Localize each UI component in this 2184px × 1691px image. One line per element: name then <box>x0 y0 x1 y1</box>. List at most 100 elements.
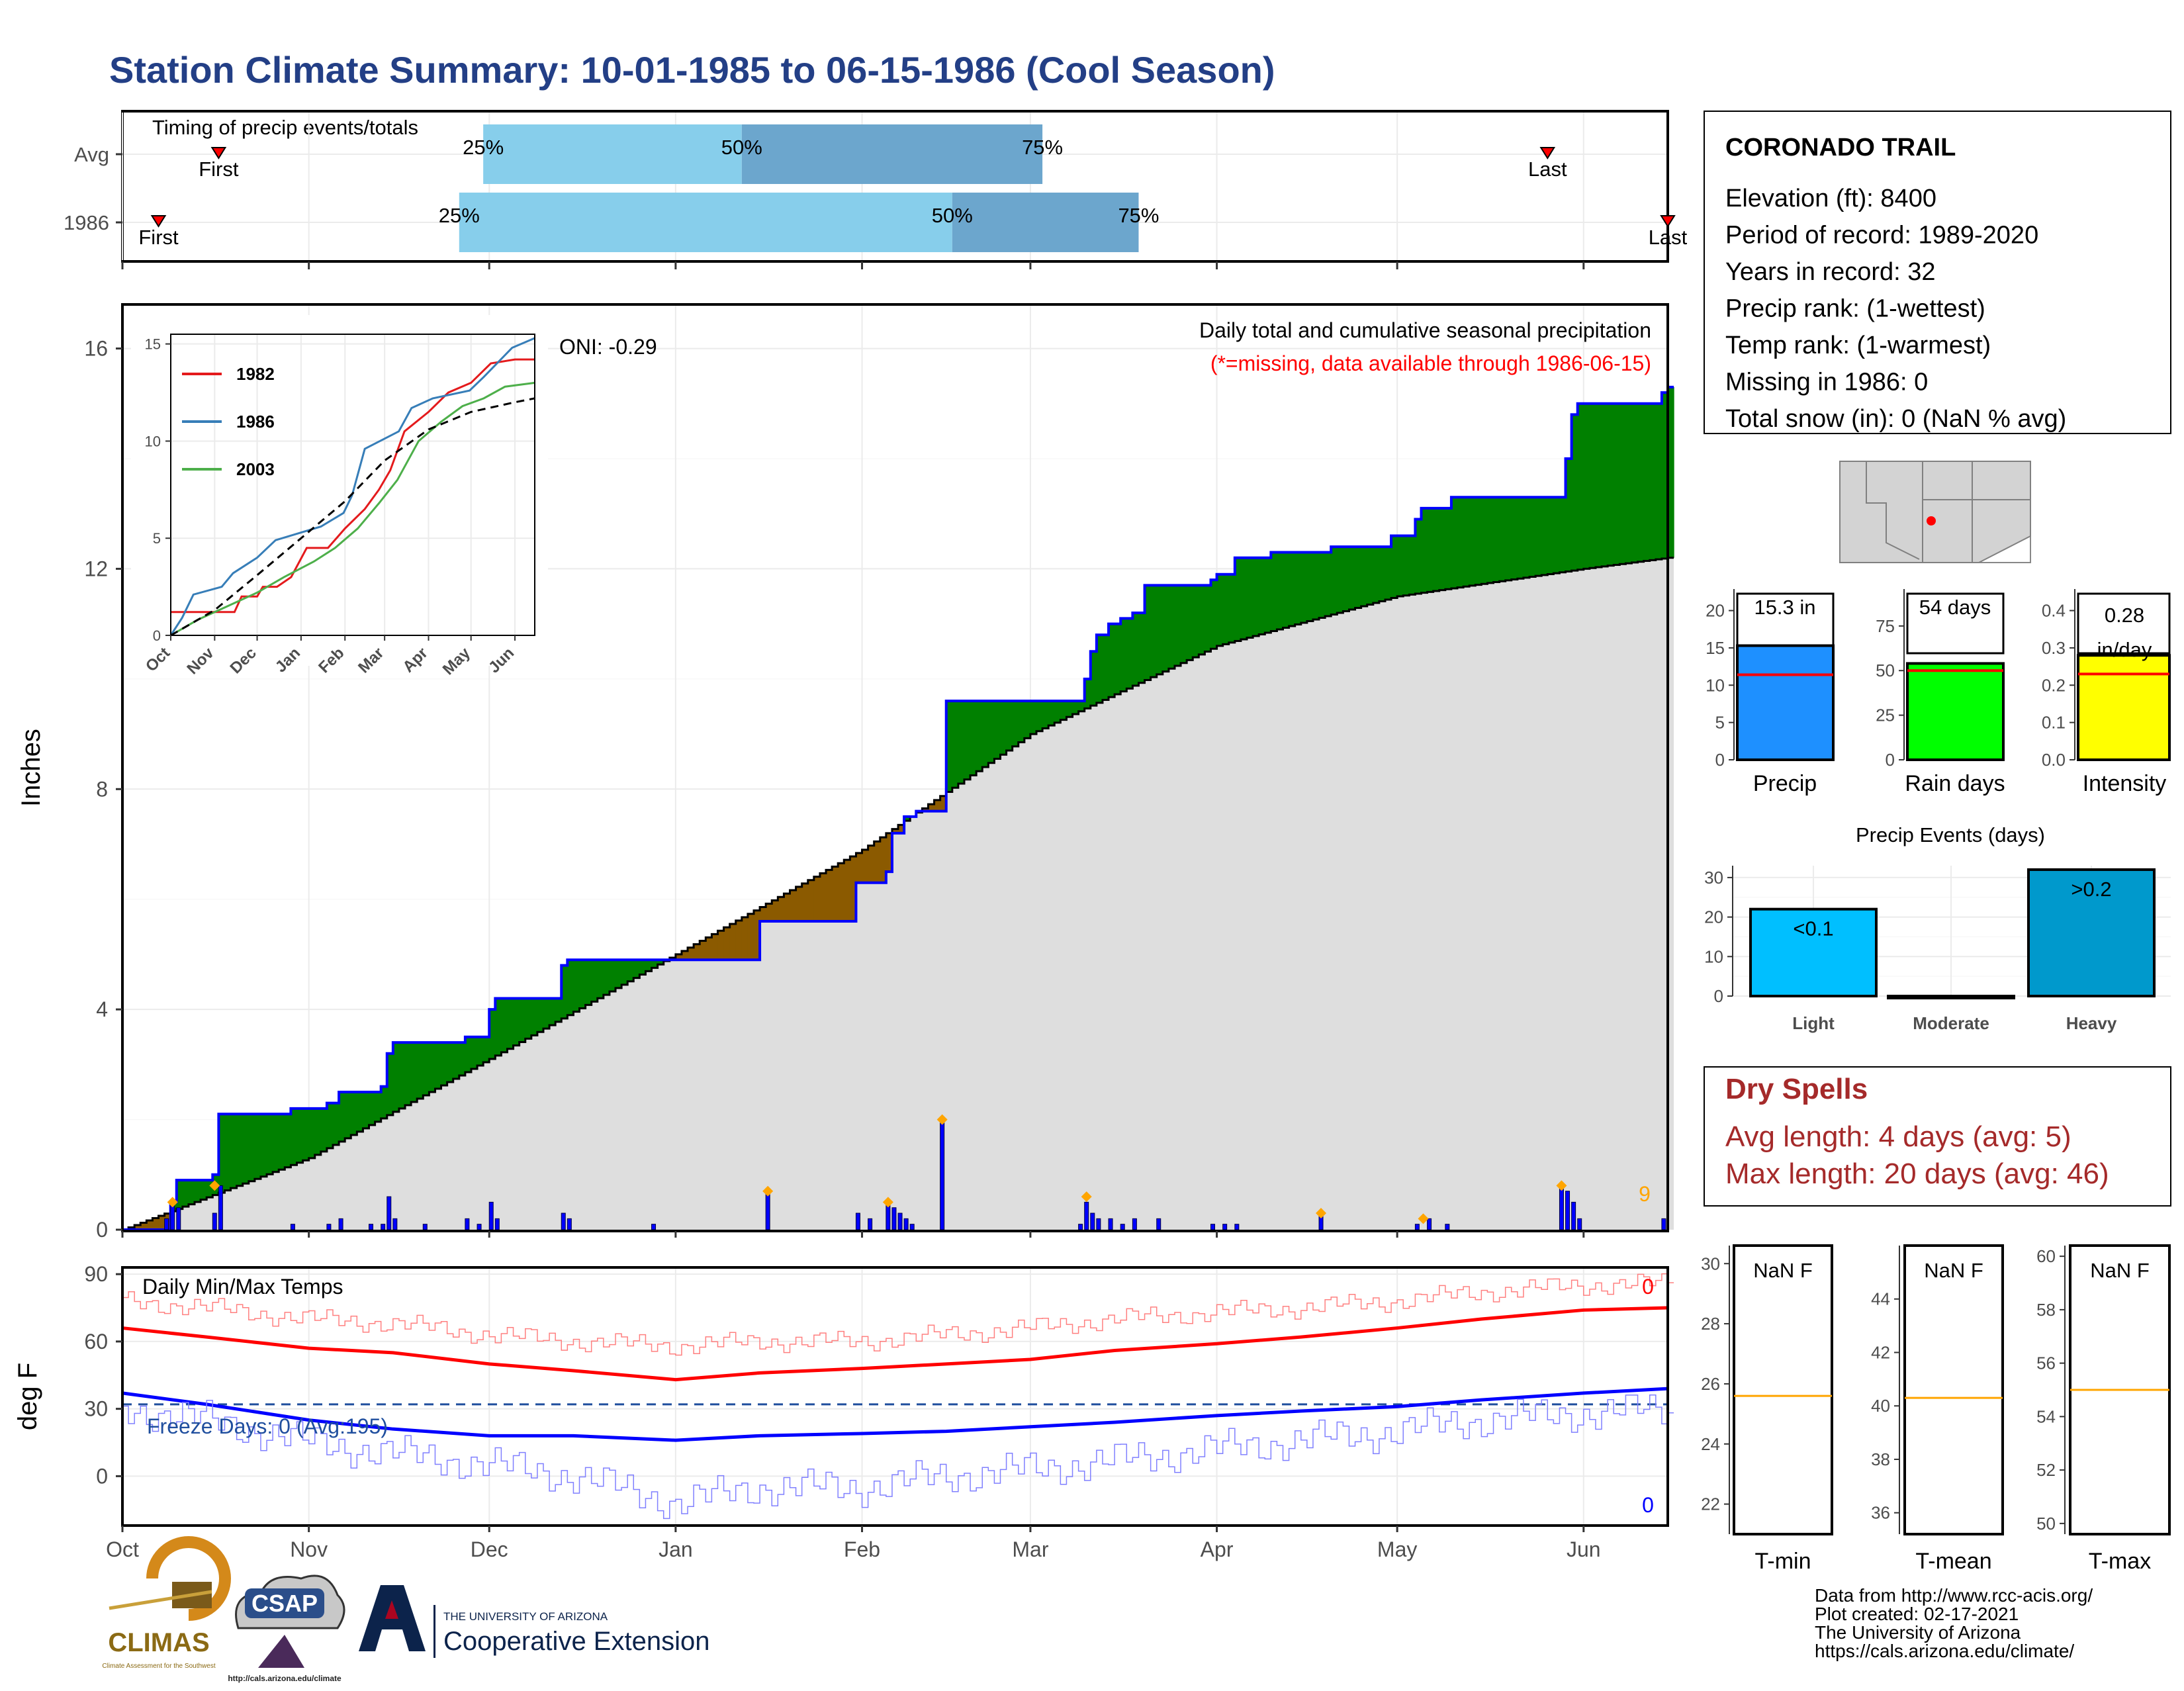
timing-bar-q25-q50 <box>483 124 742 184</box>
above-average-fill <box>435 1042 442 1089</box>
below-average-fill <box>796 886 803 921</box>
above-average-fill <box>639 960 647 975</box>
daily-precip-bar <box>176 1207 181 1230</box>
above-average-fill <box>1614 403 1620 565</box>
tmin-average-line <box>122 1387 1668 1442</box>
daily-precip-bar <box>326 1224 332 1230</box>
season-value-box <box>1906 592 2005 655</box>
above-average-fill <box>1156 585 1163 674</box>
below-average-fill <box>940 796 947 811</box>
inset-y-axis: 0 5 10 15 <box>145 336 171 644</box>
above-average-fill <box>1385 547 1392 600</box>
footer-line-4: https://cals.arizona.edu/climate/ <box>1815 1641 2074 1661</box>
above-average-fill <box>549 998 556 1026</box>
precip-y-axis: 0 4 8 12 16 <box>84 337 122 1242</box>
temp-x-tick-label: Nov <box>290 1537 328 1561</box>
ua-a-mark-inner <box>385 1600 398 1619</box>
above-average-fill <box>453 1042 460 1079</box>
below-average-fill <box>868 845 875 883</box>
daily-precip-bar <box>1090 1212 1095 1230</box>
above-average-fill <box>1637 403 1645 562</box>
above-average-fill <box>645 960 653 972</box>
daily-precip-bar <box>1120 1224 1125 1230</box>
timing-row-name: Avg <box>74 143 109 166</box>
daily-precip-bar <box>1078 1224 1083 1230</box>
daily-precip-bar <box>909 1224 915 1230</box>
above-average-fill <box>471 1036 478 1070</box>
timing-bar-q25-q50 <box>459 193 952 252</box>
season-value-bar <box>1906 662 2005 761</box>
above-average-fill <box>1193 585 1199 658</box>
events-category-label: Light <box>1792 1013 1835 1033</box>
daily-precip-bar <box>338 1218 343 1230</box>
temp-x-tick-label: May <box>1377 1537 1417 1561</box>
tmin-count-label: 0 <box>1642 1493 1654 1517</box>
season-y-tick-label: 0.3 <box>2042 638 2066 658</box>
season-totals-charts: 0 5 10 15 20 15.3 in Precip 0 25 50 75 54 days Rain … <box>1706 589 2171 796</box>
season-y-tick-label: 0.0 <box>2042 750 2066 770</box>
below-average-fill <box>694 944 700 960</box>
timing-label-25: 25% <box>463 136 504 159</box>
season-category-label: Precip <box>1753 771 1817 796</box>
temp-summary-tick-label: 56 <box>2036 1353 2056 1373</box>
above-average-fill <box>357 1091 364 1132</box>
timing-label-25: 25% <box>439 204 480 227</box>
csap-badge <box>245 1588 324 1618</box>
temp-summary-tick-label: 22 <box>1701 1494 1720 1514</box>
above-average-fill <box>567 960 574 1015</box>
climas-logo-subtext: Climate Assessment for the Southwest <box>102 1663 215 1670</box>
daily-precip-bar <box>1577 1218 1582 1230</box>
daily-precip-bar <box>567 1218 572 1230</box>
above-average-fill <box>1361 547 1368 607</box>
above-average-fill <box>459 1042 466 1075</box>
first-event-label: First <box>199 158 239 181</box>
temp-summary-box <box>1733 1244 1833 1535</box>
temp-y-axis-label: deg F <box>13 1363 42 1430</box>
below-average-fill <box>778 897 785 921</box>
csap-logo-url: http://cals.arizona.edu/climate <box>228 1674 341 1683</box>
above-average-fill <box>188 1180 195 1205</box>
season-category-label: Rain days <box>1905 771 2005 796</box>
below-average-fill <box>898 825 905 833</box>
above-average-fill <box>1668 387 1674 558</box>
temp-x-tick-label: Oct <box>106 1537 139 1561</box>
inset-series-1986 <box>169 337 535 636</box>
temp-summary-t-min: 22 24 26 28 30 NaN F T-min <box>1701 1244 1833 1574</box>
below-average-fill <box>753 910 760 960</box>
daily-precip-bar <box>1414 1224 1420 1230</box>
ua-small-text: THE UNIVERSITY OF ARIZONA <box>443 1610 608 1623</box>
timing-row-name: 1986 <box>64 211 109 234</box>
season-value-label-unit: in/day <box>2097 638 2152 661</box>
above-average-fill <box>1048 701 1055 726</box>
daily-precip-bar <box>290 1224 295 1230</box>
above-average-fill <box>1205 585 1212 652</box>
season-total-intensity: 0.0 0.1 0.2 0.3 0.4 0.28 in/day Intensity <box>2042 589 2171 796</box>
above-average-fill <box>1421 508 1428 593</box>
above-average-fill <box>1234 557 1242 641</box>
temp-y-tick-label: 90 <box>84 1262 108 1286</box>
above-average-fill <box>381 1086 388 1119</box>
daily-precip-bar <box>477 1224 482 1230</box>
above-average-fill <box>339 1091 345 1142</box>
daily-precip-bar <box>1108 1218 1113 1230</box>
daily-precip-bar <box>1559 1185 1564 1230</box>
above-average-fill <box>1469 497 1476 586</box>
below-average-fill <box>735 920 743 960</box>
above-average-fill <box>447 1042 454 1082</box>
precip-marker <box>936 1114 948 1125</box>
below-average-fill <box>856 852 863 883</box>
temp-x-tick-label: Jun <box>1567 1537 1601 1561</box>
daily-precip-bar <box>1445 1224 1450 1230</box>
above-average-fill <box>1619 403 1627 565</box>
temp-summary-value-label: NaN F <box>2090 1259 2150 1282</box>
daily-precip-bar <box>1222 1224 1228 1230</box>
precip-events-content: <0.1 Light Moderate >0.2 Heavy 0 10 20 30 <box>1704 866 2171 1033</box>
temp-summary-tick-label: 38 <box>1871 1449 1890 1469</box>
station-name: CORONADO TRAIL <box>1725 134 1956 161</box>
above-average-fill <box>1054 701 1061 723</box>
daily-precip-bar <box>897 1212 903 1230</box>
above-average-fill <box>1511 497 1518 580</box>
below-average-fill <box>928 804 935 811</box>
temp-summary-t-mean: 36 38 40 42 44 NaN F T-mean <box>1871 1244 2004 1574</box>
